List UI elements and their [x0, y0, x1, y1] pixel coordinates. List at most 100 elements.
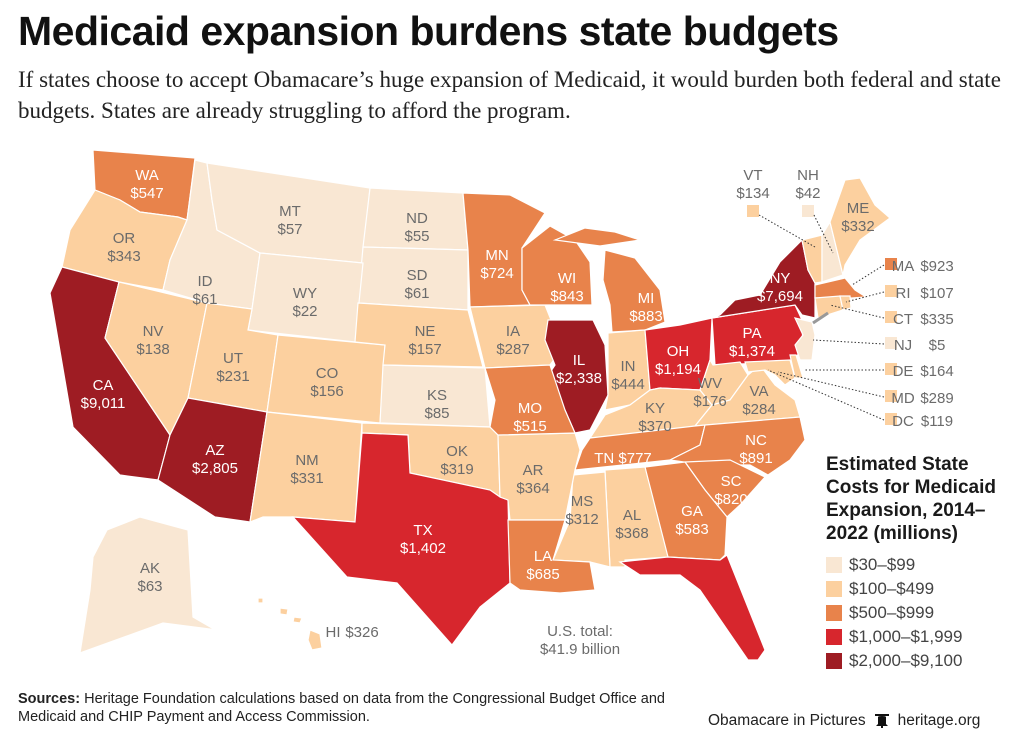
state-code-label: ID — [198, 273, 213, 290]
legend-swatch — [826, 653, 842, 669]
legend-swatch — [826, 581, 842, 597]
long-island-shape — [812, 311, 829, 325]
state-code-label: OR — [113, 230, 136, 247]
state-code-label: ME — [847, 200, 870, 217]
state-code-label: SD — [407, 267, 428, 284]
legend-item: $500–$999 — [826, 601, 1016, 625]
liberty-bell-icon — [874, 714, 889, 728]
leader-line — [758, 214, 816, 248]
state-mi — [552, 227, 641, 247]
legend: Estimated State Costs for Medicaid Expan… — [826, 453, 1016, 673]
legend-swatch — [826, 557, 842, 573]
state-code-label: OH — [667, 343, 690, 360]
state-value-label: $444 — [611, 376, 644, 393]
state-code-label: VA — [750, 383, 769, 400]
state-nc — [668, 416, 806, 476]
state-code-label: ND — [406, 210, 428, 227]
state-hi — [307, 629, 323, 651]
state-code-label: PA — [743, 325, 762, 342]
state-code-label: NE — [415, 323, 436, 340]
state-value-label: $85 — [424, 405, 449, 422]
state-nj — [793, 317, 816, 361]
state-value-label: $319 — [440, 461, 473, 478]
state-value-label: $164 — [920, 363, 953, 380]
state-value-label: $370 — [638, 418, 671, 435]
legend-item: $2,000–$9,100 — [826, 649, 1016, 673]
sources-text: Heritage Foundation calculations based o… — [18, 691, 665, 725]
callout-swatch-dc — [885, 413, 897, 425]
state-code-label: OK — [446, 443, 468, 460]
sources-note: Sources: Heritage Foundation calculation… — [18, 690, 718, 726]
state-ak — [79, 516, 251, 654]
legend-swatch — [826, 629, 842, 645]
state-value-label: $843 — [550, 288, 583, 305]
state-code-label: UT — [223, 350, 243, 367]
legend-label: $30–$99 — [849, 555, 916, 574]
state-value-label: $1,374 — [729, 343, 775, 360]
state-md — [744, 359, 796, 386]
state-code-label: AK — [140, 560, 160, 577]
legend-label: $500–$999 — [849, 603, 935, 622]
state-code-label: GA — [681, 503, 703, 520]
state-value-label: $820 — [714, 491, 747, 508]
state-code-label: MN — [485, 247, 508, 264]
callout-swatch-md — [885, 390, 897, 402]
state-mo — [484, 364, 583, 451]
legend-label: $100–$499 — [849, 579, 935, 598]
state-value-label: $891 — [739, 450, 772, 467]
state-code-label: AZ — [205, 442, 224, 459]
state-code-label: DC — [892, 413, 914, 430]
state-code-label: MD — [891, 390, 914, 407]
state-value-label: $332 — [841, 218, 874, 235]
state-code-label: IN — [621, 358, 636, 375]
state-value-label: $42 — [795, 185, 820, 202]
legend-item: $30–$99 — [826, 553, 1016, 577]
state-code-label: CA — [93, 377, 114, 394]
callout-swatch-ct — [885, 311, 897, 323]
state-value-label: $61 — [404, 285, 429, 302]
site-link[interactable]: heritage.org — [897, 712, 981, 729]
state-value-label: $55 — [404, 228, 429, 245]
us-total-value: $41.9 billion — [540, 641, 620, 658]
state-value-label: $63 — [137, 578, 162, 595]
leader-line — [851, 264, 885, 286]
leader-line — [813, 214, 834, 254]
state-code-label: IA — [506, 323, 520, 340]
state-value-label: $157 — [408, 341, 441, 358]
leader-line — [767, 369, 885, 421]
legend-label: $1,000–$1,999 — [849, 627, 963, 646]
state-value-label: $57 — [277, 221, 302, 238]
state-value-label: $883 — [629, 308, 662, 325]
state-code-label: WA — [135, 167, 159, 184]
leader-line — [777, 371, 885, 398]
legend-swatch — [826, 605, 842, 621]
state-ny — [711, 238, 816, 319]
state-code-label: MT — [279, 203, 301, 220]
state-value-label: $331 — [290, 470, 323, 487]
state-value-label: $1,194 — [655, 361, 701, 378]
state-code-label: HI — [326, 624, 341, 641]
state-code-label: WI — [558, 270, 576, 287]
state-code-label: MI — [638, 290, 655, 307]
leader-line — [845, 291, 885, 303]
state-value-label: $289 — [920, 390, 953, 407]
state-hi — [292, 616, 303, 624]
state-value-label: $176 — [693, 393, 726, 410]
state-code-label: WY — [293, 285, 317, 302]
state-value-label: $156 — [310, 383, 343, 400]
subtitle: If states choose to accept Obamacare’s h… — [18, 67, 1001, 123]
legend-item: $1,000–$1,999 — [826, 625, 1016, 649]
state-value-label: $923 — [920, 258, 953, 275]
state-hi — [257, 597, 264, 604]
state-wi — [521, 225, 593, 306]
state-value-label: $335 — [920, 311, 953, 328]
state-me — [829, 177, 891, 276]
state-code-label: AL — [623, 507, 641, 524]
state-code-label: CO — [316, 365, 339, 382]
state-code-label: VT — [743, 167, 762, 184]
state-label-tn: TN $777 — [594, 450, 652, 467]
legend-item: $100–$499 — [826, 577, 1016, 601]
state-code-label: WV — [698, 375, 722, 392]
state-code-label: NH — [797, 167, 819, 184]
